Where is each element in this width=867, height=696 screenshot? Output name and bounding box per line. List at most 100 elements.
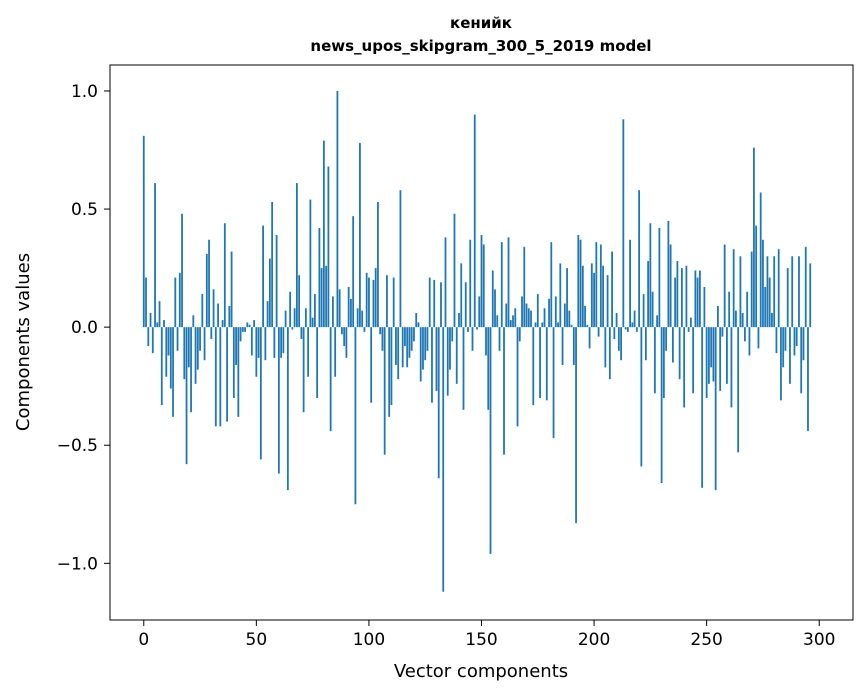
bar-component-172 xyxy=(530,310,532,328)
bar-component-284 xyxy=(782,327,785,368)
bar-component-176 xyxy=(539,327,541,398)
bar-component-16 xyxy=(178,272,181,328)
bar-component-224 xyxy=(647,261,650,328)
bar-component-214 xyxy=(624,327,627,330)
bar-component-194 xyxy=(579,239,582,328)
bar-component-164 xyxy=(512,315,514,328)
bar-component-35 xyxy=(221,320,224,328)
x-tick-label: 300 xyxy=(803,630,835,650)
bar-component-251 xyxy=(708,327,710,384)
bar-component-34 xyxy=(219,327,222,427)
bar-component-235 xyxy=(671,327,674,363)
bar-component-275 xyxy=(762,239,764,328)
bar-component-233 xyxy=(667,220,670,328)
bar-component-11 xyxy=(167,327,170,356)
bar-component-2 xyxy=(147,327,150,347)
bar-component-265 xyxy=(739,256,742,328)
bar-component-177 xyxy=(541,322,544,328)
bar-component-52 xyxy=(259,327,262,460)
bar-component-269 xyxy=(748,327,751,356)
bar-component-53 xyxy=(262,225,264,328)
bar-component-80 xyxy=(322,140,325,328)
bar-component-121 xyxy=(415,312,418,328)
bar-component-39 xyxy=(230,251,233,328)
bar-component-202 xyxy=(597,327,600,337)
bar-component-181 xyxy=(550,242,553,328)
bar-component-153 xyxy=(487,327,490,410)
bar-component-124 xyxy=(422,327,424,370)
bar-component-150 xyxy=(480,235,483,328)
bar-component-18 xyxy=(183,327,186,380)
bar-component-58 xyxy=(273,327,276,358)
bar-component-216 xyxy=(629,239,631,328)
bar-component-268 xyxy=(746,291,749,328)
bar-component-5 xyxy=(154,183,156,328)
bar-component-160 xyxy=(503,327,505,455)
bar-component-257 xyxy=(721,327,724,337)
bar-component-204 xyxy=(602,265,604,328)
bar-component-19 xyxy=(185,327,188,465)
bar-component-57 xyxy=(271,201,274,328)
bar-component-272 xyxy=(755,225,758,328)
bar-component-73 xyxy=(307,327,310,377)
bar-component-201 xyxy=(595,242,598,328)
chart-title: кенийк xyxy=(450,14,512,32)
bar-component-95 xyxy=(356,308,359,328)
bar-component-163 xyxy=(509,320,512,328)
bar-component-207 xyxy=(608,327,611,380)
bar-component-1 xyxy=(145,277,147,328)
bar-component-290 xyxy=(795,327,798,347)
x-tick-label: 200 xyxy=(578,630,610,650)
bar-component-294 xyxy=(804,246,807,328)
y-tick-label: 1.0 xyxy=(71,82,98,102)
bar-component-14 xyxy=(174,277,177,328)
bar-component-132 xyxy=(440,282,442,328)
bar-component-111 xyxy=(392,277,395,328)
bar-component-44 xyxy=(241,327,244,332)
bar-component-221 xyxy=(640,327,643,467)
bar-component-63 xyxy=(284,310,287,328)
bar-component-225 xyxy=(649,223,652,328)
bar-component-92 xyxy=(350,298,352,328)
bar-component-54 xyxy=(264,327,267,361)
bar-component-119 xyxy=(410,327,413,351)
chart-subtitle: news_upos_skipgram_300_5_2019 model xyxy=(310,37,651,55)
bar-component-42 xyxy=(237,327,240,417)
bar-component-182 xyxy=(552,327,555,439)
bar-component-138 xyxy=(453,213,456,328)
bar-component-77 xyxy=(316,327,319,398)
bar-component-209 xyxy=(613,327,616,339)
x-tick-label: 250 xyxy=(690,630,722,650)
bar-component-82 xyxy=(327,166,330,328)
bar-component-218 xyxy=(633,310,636,328)
bar-component-286 xyxy=(786,268,789,328)
bar-component-109 xyxy=(388,327,391,417)
bar-component-184 xyxy=(557,322,559,328)
bar-component-255 xyxy=(717,305,719,328)
bar-component-211 xyxy=(617,327,620,351)
bar-component-180 xyxy=(548,298,550,328)
bar-component-93 xyxy=(352,216,355,328)
bar-component-20 xyxy=(187,327,190,368)
bar-component-254 xyxy=(714,327,717,491)
bar-component-91 xyxy=(347,287,350,328)
bar-component-79 xyxy=(320,268,323,328)
bars-group xyxy=(142,90,812,592)
bar-component-41 xyxy=(235,327,237,365)
bar-component-151 xyxy=(482,244,485,328)
bar-component-108 xyxy=(386,275,388,328)
bar-component-130 xyxy=(435,327,438,391)
bar-component-129 xyxy=(433,279,436,328)
bar-component-266 xyxy=(741,312,744,328)
bar-component-206 xyxy=(606,275,609,328)
bar-component-94 xyxy=(354,327,357,505)
bar-component-65 xyxy=(289,291,292,328)
bar-component-3 xyxy=(149,312,152,328)
bar-component-259 xyxy=(726,327,728,384)
bar-component-277 xyxy=(766,256,769,328)
bar-component-203 xyxy=(599,244,602,328)
bar-component-113 xyxy=(397,327,400,380)
bar-component-140 xyxy=(458,312,460,328)
y-axis-label: Components values xyxy=(13,253,34,431)
bar-component-152 xyxy=(485,327,487,356)
